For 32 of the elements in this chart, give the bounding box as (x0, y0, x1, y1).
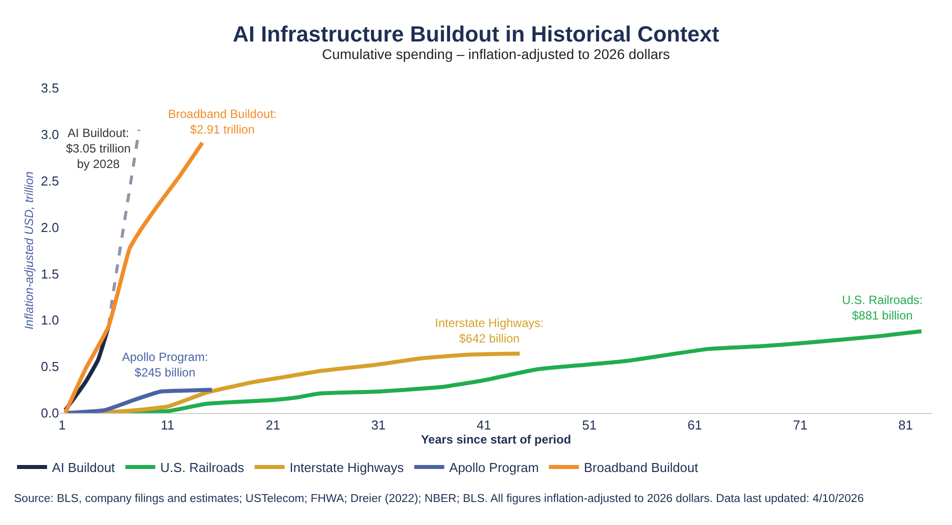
y-tick-label: 0.0 (40, 406, 59, 421)
annotation: U.S. Railroads: $881 billion (842, 293, 923, 323)
y-tick-label: 2.0 (40, 220, 59, 235)
annotation: Apollo Program: $245 billion (122, 350, 208, 380)
y-tick-label: 2.5 (40, 173, 59, 188)
y-axis-title: Inflation-adjusted USD, trillion (22, 171, 36, 330)
y-tick-label: 1.5 (40, 266, 59, 282)
y-tick-label: 1.0 (40, 312, 59, 328)
x-tick-label: 31 (371, 418, 386, 433)
legend-label: Interstate Highways (290, 460, 404, 476)
legend-label: U.S. Railroads (160, 460, 245, 476)
x-tick-label: 41 (476, 418, 492, 433)
x-tick-label: 51 (582, 418, 597, 433)
source-note: Source: BLS, company filings and estimates; USTelecom; FHWA; Dreier (2022); NBER; BLS. All figures inflation-adjusted to 2026 dollars. Data last updated: 4/10/2026 (14, 493, 864, 505)
annotation: Broadband Buildout: $2.91 trillion (168, 107, 277, 137)
legend-label: Broadband Buildout (584, 460, 698, 476)
x-tick-label: 11 (160, 418, 174, 433)
x-tick-label: 61 (688, 418, 702, 433)
chart-subtitle: Cumulative spending – inflation-adjusted to 2026 dollars (322, 46, 670, 62)
y-tick-label: 3.0 (40, 126, 59, 142)
x-tick-label: 21 (266, 418, 280, 433)
legend-label: Apollo Program (449, 460, 539, 476)
annotation: AI Buildout: $3.05 trillion by 2028 (66, 126, 131, 172)
x-axis-title: Years since start of period (420, 432, 572, 447)
x-tick-label: 1 (58, 418, 66, 433)
annotation: Interstate Highways: $642 billion (435, 316, 544, 346)
x-tick-label: 81 (898, 418, 913, 433)
legend-label: AI Buildout (52, 460, 116, 476)
y-tick-label: 0.5 (40, 359, 59, 374)
chart-title: AI Infrastructure Buildout in Historical Context (232, 22, 720, 47)
x-tick-label: 71 (792, 418, 808, 433)
y-tick-label: 3.5 (40, 80, 59, 96)
